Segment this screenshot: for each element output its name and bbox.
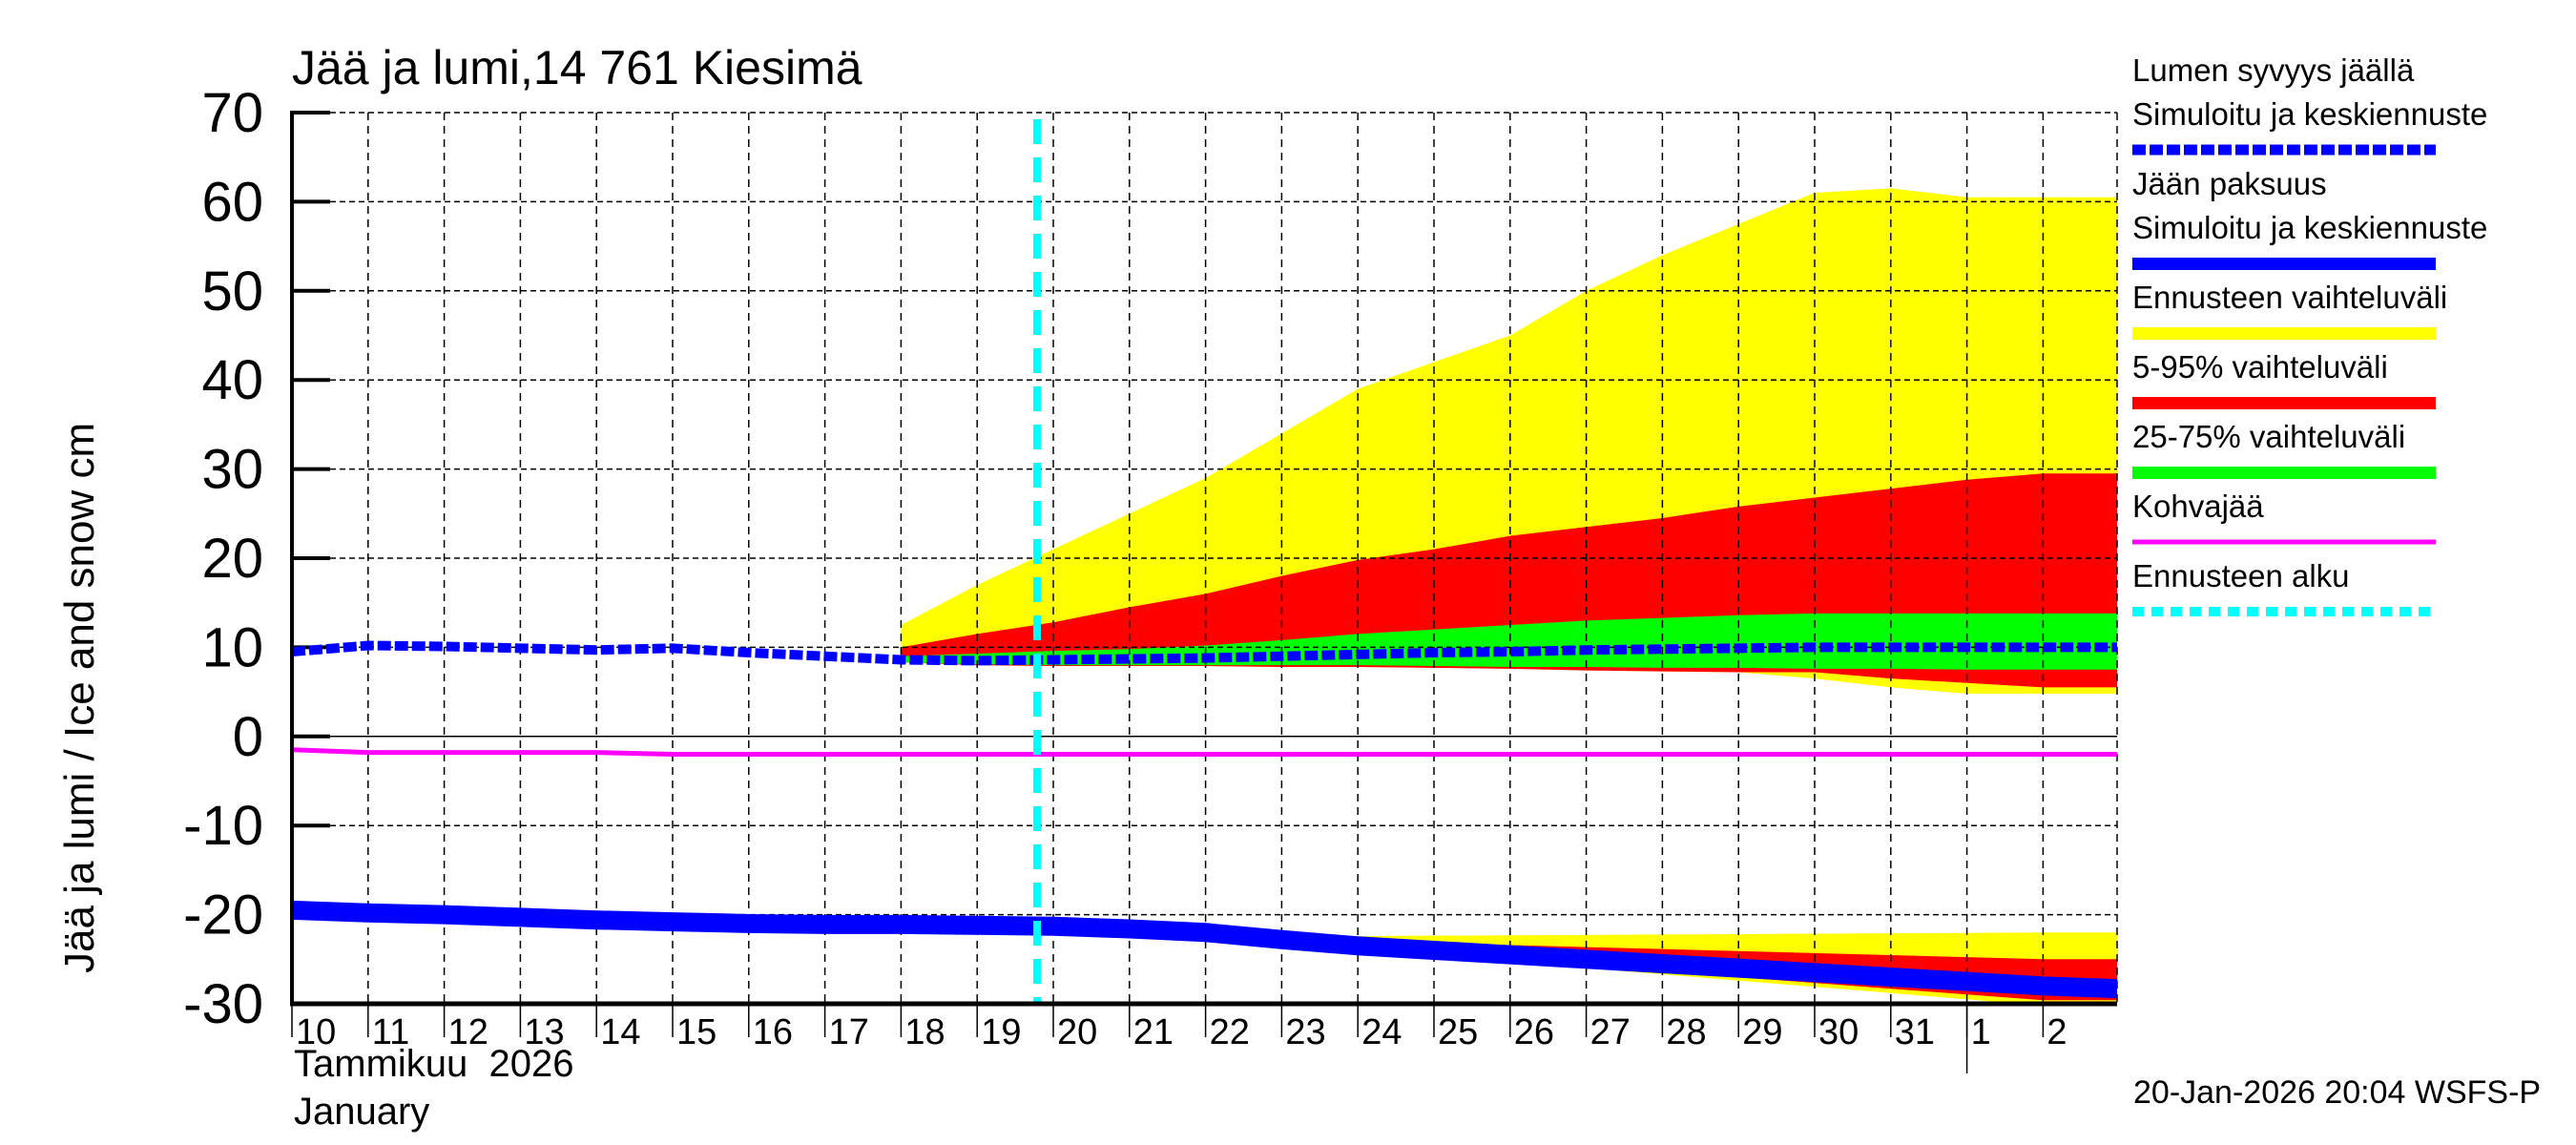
y-tick-label: -10 bbox=[183, 795, 263, 857]
x-tick-label: 30 bbox=[1818, 1012, 1859, 1052]
x-tick-label: 22 bbox=[1210, 1012, 1250, 1052]
legend-label: Ennusteen vaihteluväli bbox=[2132, 280, 2447, 315]
x-tick-label: 21 bbox=[1133, 1012, 1174, 1052]
y-tick-label: 30 bbox=[201, 439, 263, 501]
x-tick-label: 10 bbox=[296, 1012, 336, 1052]
legend-sublabel: Simuloitu ja keskiennuste bbox=[2132, 210, 2487, 245]
legend-swatch-bar bbox=[2132, 327, 2436, 340]
legend-item: Lumen syvyys jäällä Simuloitu ja keskienn… bbox=[2132, 52, 2487, 156]
slush-ice-line bbox=[291, 747, 2117, 757]
legend-item: Kohvajää bbox=[2132, 489, 2436, 545]
x-tick-label: 18 bbox=[904, 1012, 945, 1052]
legend-label: Kohvajää bbox=[2132, 489, 2264, 524]
legend-item: 25-75% vaihteluväli bbox=[2132, 419, 2436, 479]
y-tick-label: -30 bbox=[183, 973, 263, 1035]
x-tick-label: 29 bbox=[1742, 1012, 1782, 1052]
x-tick-label: 17 bbox=[829, 1012, 869, 1052]
x-tick-label: 27 bbox=[1590, 1012, 1631, 1052]
x-tick-label: 13 bbox=[524, 1012, 564, 1052]
x-tick-label: 24 bbox=[1361, 1012, 1402, 1052]
timestamp: 20-Jan-2026 20:04 WSFS-P bbox=[2133, 1074, 2541, 1111]
y-tick-label: 0 bbox=[233, 706, 263, 768]
legend-item: 5-95% vaihteluväli bbox=[2132, 349, 2436, 409]
y-tick-label: 70 bbox=[201, 82, 263, 144]
legend-item: Ennusteen vaihteluväli bbox=[2132, 280, 2447, 340]
x-tick-label: 26 bbox=[1514, 1012, 1554, 1052]
legend-label: Jään paksuus bbox=[2132, 166, 2327, 201]
x-tick-label: 28 bbox=[1666, 1012, 1706, 1052]
x-tick-label: 11 bbox=[372, 1012, 409, 1052]
y-tick-label: 40 bbox=[201, 349, 263, 411]
x-tick-label: 20 bbox=[1057, 1012, 1097, 1052]
x-tick-label: 12 bbox=[448, 1012, 488, 1052]
chart-title: Jää ja lumi,14 761 Kiesimä bbox=[292, 41, 862, 94]
x-tick-label: 2 bbox=[2046, 1012, 2067, 1052]
y-tick-label: 50 bbox=[201, 260, 263, 323]
y-tick-label: 10 bbox=[201, 616, 263, 678]
x-tick-label: 25 bbox=[1438, 1012, 1478, 1052]
x-tick-label: 19 bbox=[981, 1012, 1021, 1052]
x-tick-label: 1 bbox=[1971, 1012, 1991, 1052]
legend: Lumen syvyys jäällä Simuloitu ja keskienn… bbox=[2132, 52, 2487, 616]
legend-sublabel: Simuloitu ja keskiennuste bbox=[2132, 96, 2487, 132]
legend-item: Ennusteen alku bbox=[2132, 558, 2436, 616]
ice-thickness-line bbox=[291, 900, 2118, 999]
legend-label: Ennusteen alku bbox=[2132, 558, 2350, 593]
legend-label: 25-75% vaihteluväli bbox=[2132, 419, 2405, 454]
y-tick-label: 60 bbox=[201, 171, 263, 233]
legend-swatch-bar bbox=[2132, 467, 2436, 479]
x-tick-label: 14 bbox=[600, 1012, 640, 1052]
x-axis-month-en: January bbox=[294, 1091, 429, 1133]
y-tick-label: -20 bbox=[183, 885, 263, 947]
legend-swatch-bar bbox=[2132, 397, 2436, 409]
x-tick-label: 31 bbox=[1895, 1012, 1935, 1052]
x-tick-label: 16 bbox=[753, 1012, 793, 1052]
legend-item: Jään paksuus Simuloitu ja keskiennuste bbox=[2132, 166, 2487, 270]
snow-depth-line bbox=[291, 640, 2117, 666]
legend-label: 5-95% vaihteluväli bbox=[2132, 349, 2388, 385]
legend-label: Lumen syvyys jäällä bbox=[2132, 52, 2415, 88]
x-tick-label: 15 bbox=[676, 1012, 717, 1052]
x-tick-label: 23 bbox=[1285, 1012, 1325, 1052]
y-tick-label: 20 bbox=[201, 528, 263, 590]
legend-swatch-bar bbox=[2132, 258, 2436, 270]
x-axis-month-fi: Tammikuu 2026 bbox=[294, 1043, 573, 1085]
y-axis-label: Jää ja lumi / Ice and snow cm bbox=[56, 423, 103, 973]
